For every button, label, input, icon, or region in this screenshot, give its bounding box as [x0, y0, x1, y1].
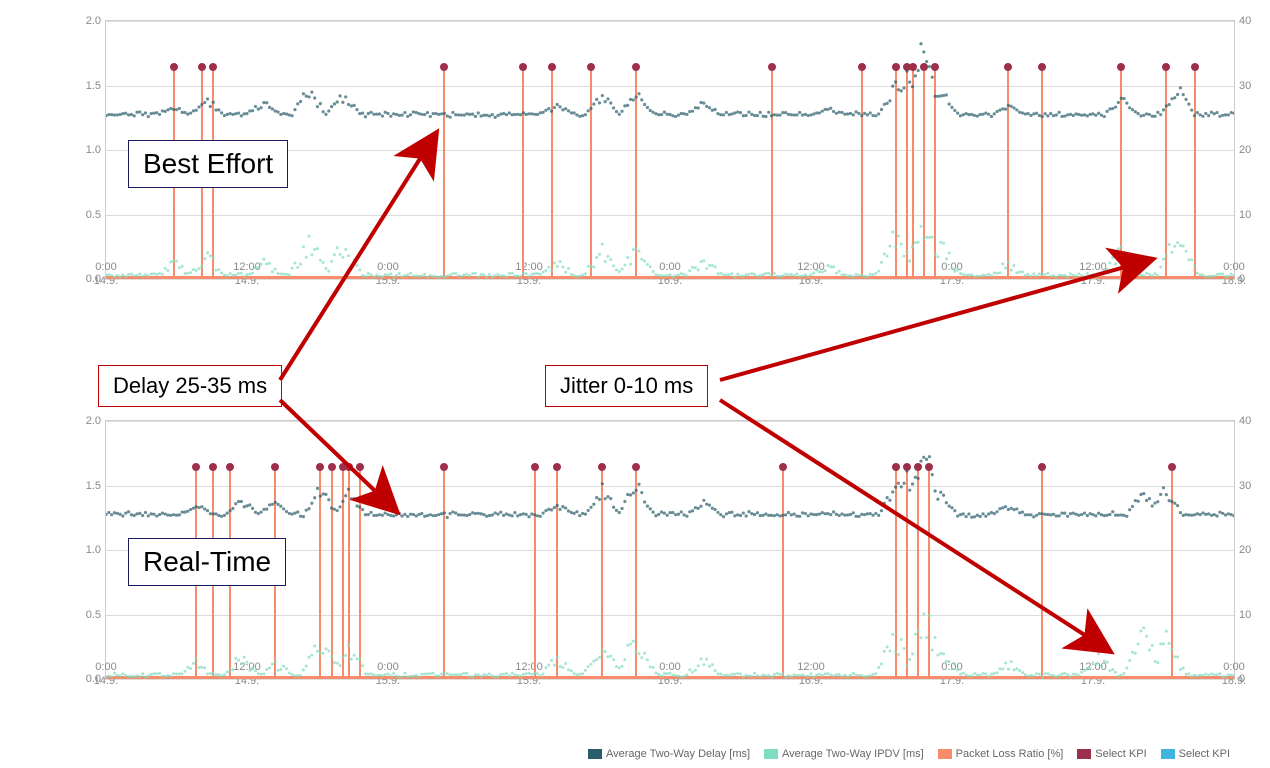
label-jitter: Jitter 0-10 ms [545, 365, 708, 407]
legend-item: Select KPI [1077, 748, 1146, 760]
label-delay: Delay 25-35 ms [98, 365, 282, 407]
legend-item: Packet Loss Ratio [%] [938, 748, 1064, 760]
legend: Average Two-Way Delay [ms] Average Two-Wa… [574, 748, 1230, 760]
label-real-time: Real-Time [128, 538, 286, 586]
legend-item: Average Two-Way Delay [ms] [588, 748, 750, 760]
legend-item: Average Two-Way IPDV [ms] [764, 748, 924, 760]
legend-item: Select KPI [1161, 748, 1230, 760]
label-best-effort: Best Effort [128, 140, 288, 188]
